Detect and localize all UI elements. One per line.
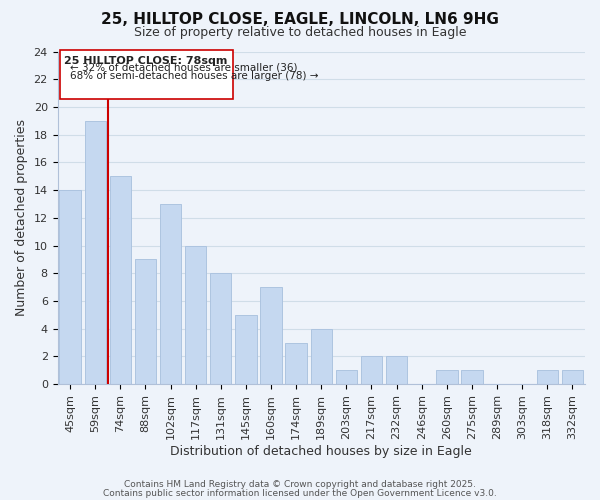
FancyBboxPatch shape (60, 50, 233, 98)
Text: 25 HILLTOP CLOSE: 78sqm: 25 HILLTOP CLOSE: 78sqm (64, 56, 227, 66)
Bar (59, 190, 81, 384)
Bar (361, 356, 382, 384)
X-axis label: Distribution of detached houses by size in Eagle: Distribution of detached houses by size … (170, 444, 472, 458)
Text: ← 32% of detached houses are smaller (36): ← 32% of detached houses are smaller (36… (70, 62, 298, 72)
Bar (260, 287, 282, 384)
Bar (286, 342, 307, 384)
Y-axis label: Number of detached properties: Number of detached properties (15, 120, 28, 316)
Bar (85, 121, 106, 384)
Text: Contains HM Land Registry data © Crown copyright and database right 2025.: Contains HM Land Registry data © Crown c… (124, 480, 476, 489)
Bar (336, 370, 357, 384)
Bar (436, 370, 458, 384)
Bar (536, 370, 558, 384)
Text: Contains public sector information licensed under the Open Government Licence v3: Contains public sector information licen… (103, 489, 497, 498)
Bar (461, 370, 482, 384)
Bar (311, 328, 332, 384)
Bar (185, 246, 206, 384)
Bar (386, 356, 407, 384)
Bar (562, 370, 583, 384)
Bar (135, 260, 156, 384)
Bar (210, 273, 232, 384)
Text: 68% of semi-detached houses are larger (78) →: 68% of semi-detached houses are larger (… (70, 71, 319, 81)
Bar (160, 204, 181, 384)
Bar (235, 315, 257, 384)
Text: Size of property relative to detached houses in Eagle: Size of property relative to detached ho… (134, 26, 466, 39)
Bar (110, 176, 131, 384)
Text: 25, HILLTOP CLOSE, EAGLE, LINCOLN, LN6 9HG: 25, HILLTOP CLOSE, EAGLE, LINCOLN, LN6 9… (101, 12, 499, 28)
